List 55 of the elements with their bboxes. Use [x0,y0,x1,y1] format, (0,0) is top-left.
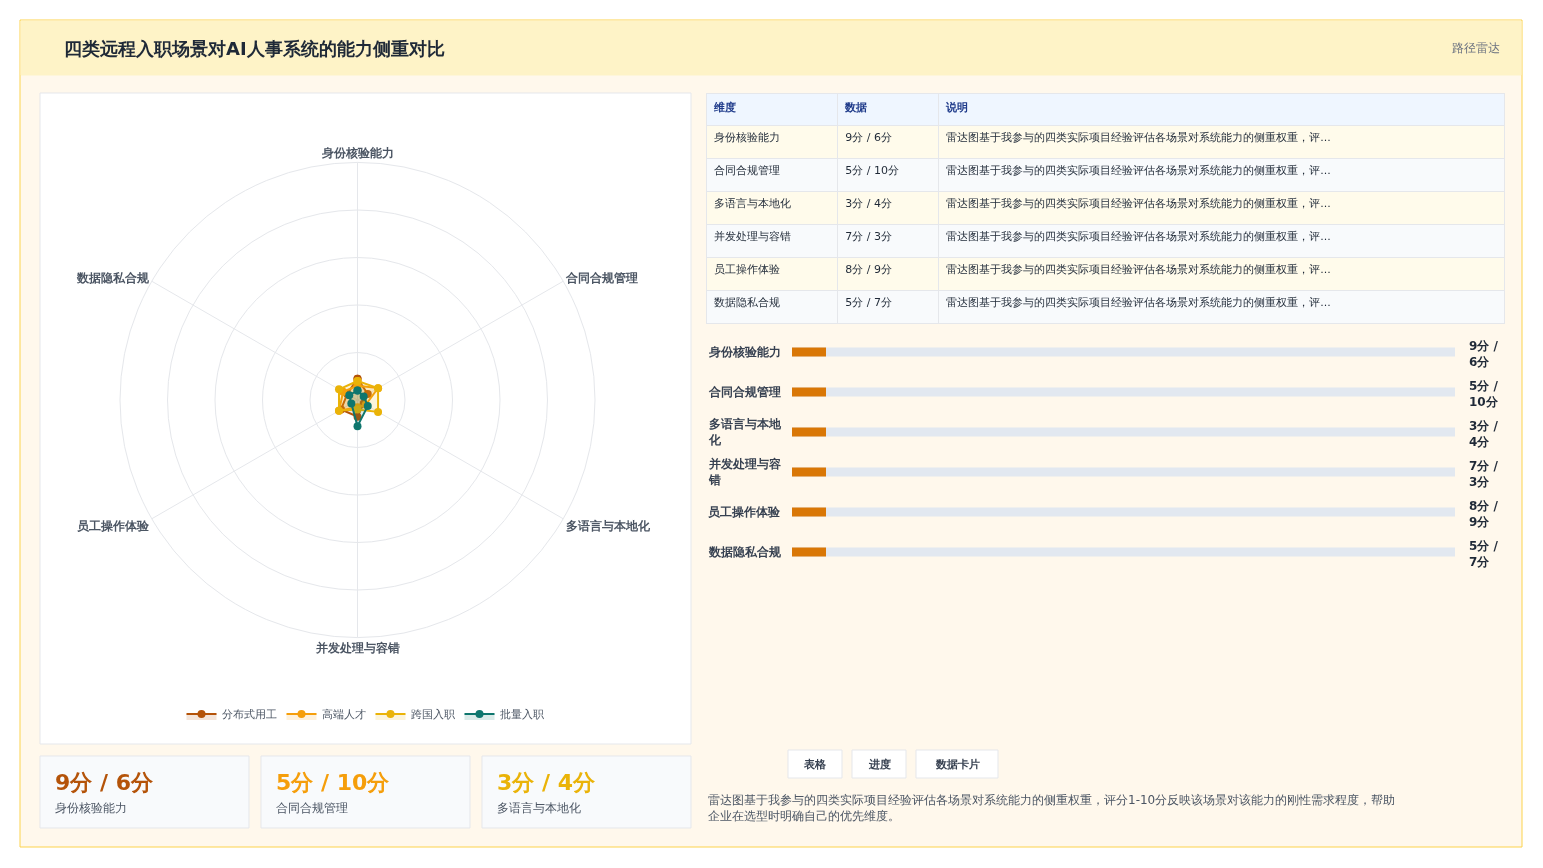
text: 7分 / 3分 [845,230,893,244]
text: 雷达图基于我参与的四类实际项目经验评估各场景对系统能力的侧重权重，评... [946,131,1331,145]
legend-label: 批量入职 [499,708,544,722]
category-label: 多语言与本地化 [497,801,581,815]
category-label: 员工操作体验 [708,505,780,519]
text: 3分 / 4分 [497,770,595,795]
category-label: 说明 [945,101,969,114]
category-label: 合同合规管理 [714,164,780,178]
text: 雷达图基于我参与的四类实际项目经验评估各场景对系统能力的侧重权重，评... [946,296,1331,310]
spoke-label: 并发处理与容错 [314,641,400,656]
text: 5分 / 10分 [1469,379,1498,409]
text: 路径雷达 [1452,41,1500,55]
text: 5分 / 10分 [276,770,390,795]
chart-title: 四类远程入职场景对AI人事系统的能力侧重对比 [64,38,445,59]
text: 并发处理与容错 [714,230,791,244]
text: 5分 / 7分 [845,296,893,310]
category-label: 并发处理与容错 [708,457,781,487]
category-label: 员工操作体验 [714,263,780,277]
text: 雷达图基于我参与的四类实际项目经验评估各场景对系统能力的侧重权重，评... [946,164,1331,178]
category-label: 身份核验能力 [55,801,127,815]
category-label: 数据隐私合规 [714,296,780,310]
text: 9分 / 6分 [845,131,893,145]
text: 8分 / 9分 [1469,499,1498,529]
text: 5分 / 10分 [845,164,900,178]
text: 3分 / 4分 [1469,419,1498,449]
category-label: 数据 [844,101,868,114]
spoke-label: 身份核验能力 [320,146,394,161]
text: 多语言与本地化 [714,197,791,211]
spoke-label: 多语言与本地化 [565,518,651,533]
text: 5分 / 7分 [1469,539,1498,569]
text: 9分 / 6分 [1469,339,1498,369]
text: 雷达图基于我参与的四类实际项目经验评估各场景对系统能力的侧重权重，评... [946,263,1331,277]
text: 3分 / 4分 [845,197,893,211]
text: 表格 [803,758,827,771]
category-label: 身份核验能力 [714,131,780,145]
legend-label: 跨国入职 [410,708,455,722]
spoke-label: 员工操作体验 [77,518,151,533]
category-label: 身份核验能力 [709,345,781,359]
legend-label: 高端人才 [321,708,366,722]
category-label: 合同合规管理 [276,801,348,815]
category-label: 多语言与本地化 [708,417,782,447]
text: 7分 / 3分 [1469,459,1498,489]
spoke-label: 数据隐私合规 [76,271,151,286]
category-label: 数据隐私合规 [709,545,781,559]
text: 9分 / 6分 [55,770,153,795]
category-label: 维度 [713,101,736,114]
text: 进度 [868,758,891,771]
legend-label: 分布式用工 [221,708,277,722]
text: 数据卡片 [935,758,980,771]
spoke-label: 合同合规管理 [564,271,638,286]
text: 雷达图基于我参与的四类实际项目经验评估各场景对系统能力的侧重权重，评分1-10分反映该场景对该能力的刚性需求程度，帮助企业在选型时明确自己的优先维度。 [708,793,1396,823]
text: 8分 / 9分 [845,263,893,277]
text: 雷达图基于我参与的四类实际项目经验评估各场景对系统能力的侧重权重，评... [946,230,1331,244]
category-label: 合同合规管理 [709,385,781,399]
text: 雷达图基于我参与的四类实际项目经验评估各场景对系统能力的侧重权重，评... [946,197,1331,211]
